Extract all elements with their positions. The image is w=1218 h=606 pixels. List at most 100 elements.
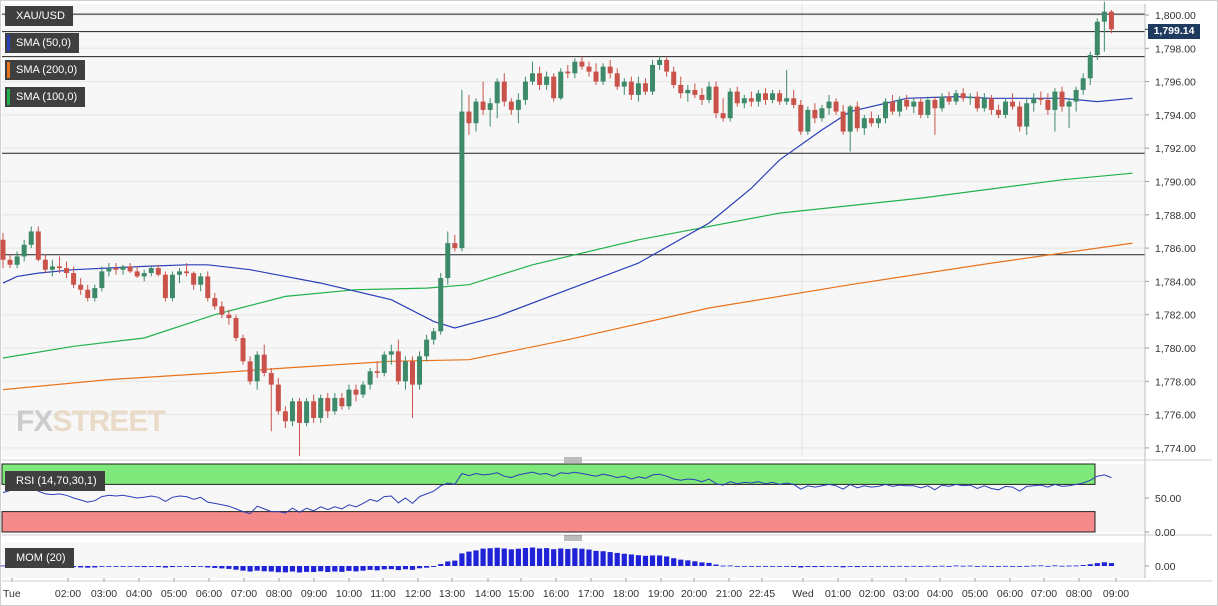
candle [890, 94, 896, 115]
mom-bar [268, 566, 274, 572]
mom-panel [0, 547, 1115, 573]
symbol-label[interactable]: XAU/USD [5, 6, 73, 26]
sma-50-label[interactable]: SMA (50,0) [5, 33, 80, 53]
candle [1045, 93, 1051, 115]
candle-body [904, 99, 910, 107]
candle-body [770, 93, 776, 100]
candle-body [988, 98, 994, 110]
candle [621, 78, 627, 95]
candle [572, 58, 578, 79]
candle [579, 56, 585, 70]
candle-body [311, 401, 317, 418]
x-tick-label: 16:00 [543, 588, 569, 600]
candle-body [918, 101, 924, 115]
y-tick-label: 1,796.00 [1155, 77, 1196, 89]
mom-bar [572, 548, 578, 566]
rsi-tick-label: 50.00 [1155, 493, 1181, 505]
candle [424, 334, 430, 362]
candle [466, 94, 472, 135]
y-tick-label: 1,780.00 [1155, 343, 1196, 355]
mom-bar [346, 566, 352, 571]
mom-bar [932, 566, 938, 567]
mom-bar [367, 566, 373, 570]
candles [0, 1, 1114, 457]
candle-body [466, 111, 472, 124]
candle [833, 98, 839, 115]
x-tick-label: Tue [3, 588, 21, 600]
mom-bar [0, 565, 6, 567]
candle-body [177, 271, 182, 275]
candle [706, 81, 712, 104]
x-tick-label: 04:00 [927, 588, 953, 600]
x-tick-label: 18:00 [613, 588, 639, 600]
candle [452, 234, 458, 252]
rsi-label[interactable]: RSI (14,70,30,1) [5, 471, 105, 491]
candle-body [1066, 101, 1072, 107]
candle [657, 56, 663, 70]
mom-bar [960, 565, 966, 567]
candle-body [868, 118, 874, 124]
candle-body [614, 73, 620, 87]
mom-bar [296, 566, 303, 573]
candle [14, 251, 20, 269]
y-tick-label: 1,798.00 [1155, 43, 1196, 55]
candle [282, 406, 288, 428]
mom-bar [169, 566, 176, 568]
rsi-oversold-band [1, 511, 1096, 533]
candle [56, 256, 62, 274]
candle-body [360, 384, 366, 395]
candle-body [388, 351, 394, 355]
mom-bar [240, 566, 246, 571]
candle-body [713, 86, 719, 114]
candle [438, 273, 444, 335]
candle [381, 351, 387, 377]
candle [254, 351, 260, 390]
candle [21, 239, 27, 262]
mom-bar [875, 566, 882, 567]
candle [247, 356, 253, 385]
mom-bar [868, 566, 874, 567]
sma-100-line [2, 172, 1133, 359]
candle [614, 68, 620, 90]
x-tick-label: 06:00 [196, 588, 222, 600]
sma-200-label[interactable]: SMA (200,0) [5, 60, 86, 80]
mom-label[interactable]: MOM (20) [5, 548, 74, 568]
candle-body [438, 278, 444, 332]
candle-body [268, 372, 274, 385]
mom-bar [522, 548, 529, 566]
mom-bar [247, 566, 253, 572]
candle-body [367, 371, 373, 385]
mom-bar [882, 566, 889, 567]
x-tick-label: 10:00 [336, 588, 362, 600]
x-tick-label: 01:00 [825, 588, 851, 600]
mom-bar [303, 566, 310, 572]
candle [205, 271, 211, 302]
candle-body [501, 81, 507, 102]
mom-bar [381, 566, 387, 570]
candle-body [826, 101, 832, 109]
candle-body [1059, 91, 1065, 107]
mom-bar [755, 566, 762, 567]
candle [226, 309, 232, 325]
candle [473, 98, 479, 132]
candle-body [741, 98, 747, 104]
candle-body [141, 273, 147, 277]
candle-body [318, 397, 324, 418]
mom-bar [678, 559, 684, 566]
mom-bar [536, 548, 543, 566]
candle [92, 284, 98, 302]
candle [1003, 98, 1009, 119]
x-tick-label: 04:00 [126, 588, 152, 600]
candle [141, 269, 147, 282]
candle-body [671, 71, 677, 85]
mom-bar [904, 566, 910, 567]
sma-100-label[interactable]: SMA (100,0) [5, 87, 86, 107]
rsi-line [2, 471, 1112, 515]
mom-bar [205, 566, 211, 568]
x-tick-label: 03:00 [91, 588, 117, 600]
mom-bar [671, 558, 677, 566]
candle [953, 89, 959, 105]
candle [71, 266, 77, 289]
x-tick-label: 07:00 [231, 588, 257, 600]
